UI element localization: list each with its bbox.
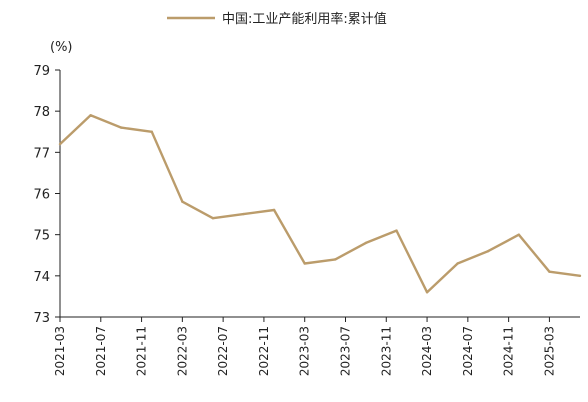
data-point <box>425 291 429 294</box>
x-tick-label: 2022-07 <box>216 326 230 376</box>
data-point <box>487 249 490 253</box>
x-axis: 2021-03 2021-07 2021-11 2022-03 2022-07 2022-… <box>53 316 580 376</box>
x-tick-label: 2021-03 <box>53 326 67 376</box>
y-tick-label: 74 <box>33 270 50 285</box>
data-point <box>150 130 153 133</box>
x-tick-label: 2022-03 <box>175 326 189 376</box>
y-axis: 73 74 75 76 77 78 79 <box>33 64 61 326</box>
data-point <box>89 114 92 117</box>
y-tick-label: 73 <box>33 311 50 326</box>
x-tick-label: 2021-07 <box>94 326 108 376</box>
data-point <box>58 142 62 146</box>
y-tick-label: 79 <box>33 64 50 79</box>
data-point <box>242 212 245 216</box>
legend: 中国:工业产能利用率:累计值 <box>167 11 387 27</box>
x-tick-label: 2023-07 <box>338 326 352 376</box>
data-point <box>456 262 459 265</box>
x-tick-label: 2021-11 <box>135 326 149 376</box>
y-tick-label: 78 <box>33 105 50 120</box>
data-point <box>334 258 337 261</box>
x-tick-label: 2024-11 <box>502 326 516 376</box>
data-point <box>395 229 398 232</box>
x-tick-label: 2024-03 <box>420 326 434 376</box>
data-point <box>272 208 276 212</box>
y-tick-label: 75 <box>33 229 50 244</box>
y-tick-label: 76 <box>33 188 50 203</box>
data-point <box>303 262 306 265</box>
y-unit-label: (%) <box>50 40 73 55</box>
data-point <box>578 274 582 278</box>
y-tick-label: 77 <box>33 146 50 161</box>
data-point <box>364 241 368 245</box>
x-tick-label: 2023-11 <box>379 326 393 376</box>
data-point <box>119 126 123 129</box>
x-tick-label: 2024-07 <box>461 326 475 376</box>
data-point <box>211 217 215 220</box>
series-line <box>59 114 581 294</box>
x-tick-label: 2023-03 <box>298 326 312 376</box>
x-tick-label: 2022-11 <box>257 326 271 376</box>
data-point <box>181 200 184 203</box>
x-tick-label: 2025-03 <box>542 326 556 376</box>
data-point <box>517 233 521 236</box>
legend-label: 中国:工业产能利用率:累计值 <box>222 11 387 27</box>
data-point <box>548 270 551 273</box>
plot-area <box>58 114 582 294</box>
